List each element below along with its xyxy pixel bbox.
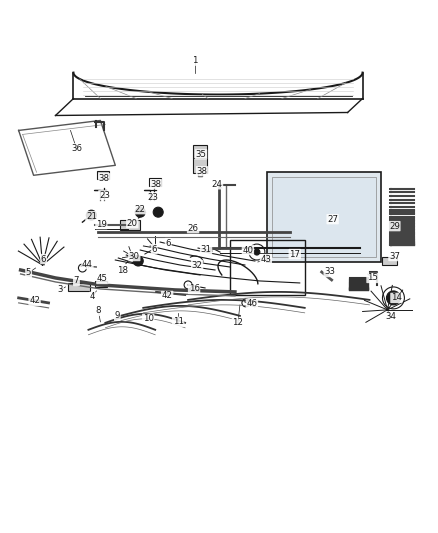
Bar [382,257,397,265]
Circle shape [86,210,96,220]
Text: 6: 6 [41,255,46,263]
Text: 4: 4 [90,293,95,301]
Text: 36: 36 [71,144,82,153]
Bar [95,281,107,287]
Text: 15: 15 [367,273,378,282]
Bar [267,172,381,262]
Circle shape [153,207,163,217]
Text: 23: 23 [148,193,159,201]
Text: 8: 8 [95,306,101,316]
Circle shape [133,256,143,266]
Text: 7: 7 [74,277,79,286]
Text: 29: 29 [389,222,400,231]
Circle shape [386,291,400,305]
Bar [149,178,161,186]
Text: 16: 16 [189,285,200,294]
Text: 23: 23 [99,191,110,200]
Text: 12: 12 [233,318,244,327]
Text: 35: 35 [195,150,207,159]
Text: 31: 31 [201,245,212,254]
Text: 22: 22 [135,205,146,214]
Text: 6: 6 [152,245,157,254]
Bar [193,146,207,173]
Text: 43: 43 [260,255,272,263]
Text: 34: 34 [385,312,396,321]
Text: 3: 3 [58,286,63,294]
Bar [120,220,140,230]
Text: 14: 14 [391,293,402,302]
Text: 9: 9 [115,311,120,320]
Bar [230,240,305,295]
Text: 45: 45 [97,274,108,284]
Text: 1: 1 [192,56,198,65]
Text: 19: 19 [96,220,107,229]
Text: 42: 42 [29,296,40,305]
Text: 32: 32 [191,261,202,270]
Text: 6: 6 [166,239,171,247]
Circle shape [135,207,145,217]
Text: 20: 20 [127,219,138,228]
Text: 44: 44 [82,260,93,269]
Text: 38: 38 [151,180,162,189]
Bar [272,177,377,257]
Text: 37: 37 [389,252,400,261]
Bar [68,283,90,291]
Circle shape [254,249,260,255]
Text: 40: 40 [242,246,254,255]
Text: 46: 46 [247,300,258,309]
Bar [194,164,206,172]
Text: 11: 11 [173,317,184,326]
Text: 27: 27 [327,215,338,224]
Text: 10: 10 [143,314,154,324]
Text: 38: 38 [197,167,208,176]
Text: 38: 38 [99,174,110,183]
Bar [97,171,110,179]
Text: 24: 24 [212,180,223,189]
Text: 18: 18 [117,266,128,276]
Text: 26: 26 [187,224,198,232]
Text: 21: 21 [86,212,97,221]
Text: 5: 5 [26,269,32,278]
Text: 33: 33 [324,268,335,277]
Text: 17: 17 [289,249,300,259]
Text: 30: 30 [129,252,140,261]
Text: 42: 42 [162,292,173,301]
